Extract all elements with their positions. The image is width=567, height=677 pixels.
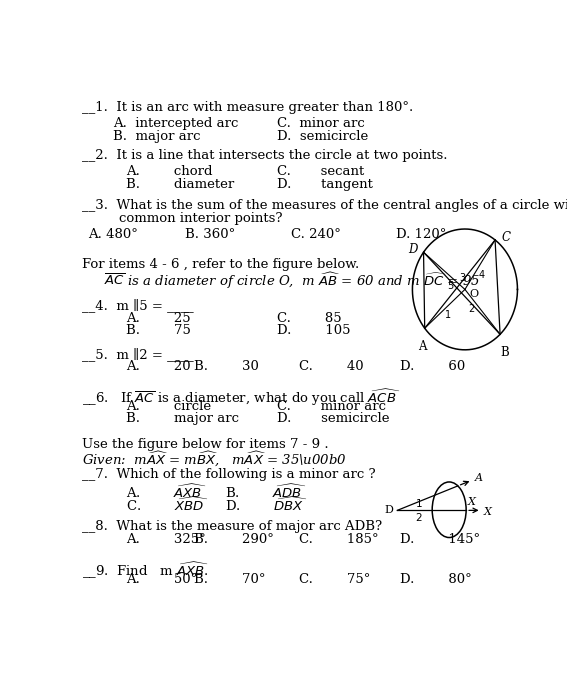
Text: A.        chord: A. chord <box>126 165 212 177</box>
Text: A: A <box>418 340 426 353</box>
Text: For items 4 - 6 , refer to the figure below.: For items 4 - 6 , refer to the figure be… <box>82 259 359 271</box>
Text: 4: 4 <box>479 269 485 280</box>
Text: D.        $\widehat{DBX}$: D. $\widehat{DBX}$ <box>225 497 307 515</box>
Text: B: B <box>500 346 509 359</box>
Text: C.        40: C. 40 <box>299 360 364 373</box>
Text: B.        major arc: B. major arc <box>126 412 239 425</box>
Text: 2: 2 <box>468 305 475 314</box>
Text: __5.  m ∥2 = ____: __5. m ∥2 = ____ <box>82 347 193 361</box>
Text: $\overline{AC}$ is a diameter of circle O,  m $\widehat{AB}$ = 60 and m $\wideha: $\overline{AC}$ is a diameter of circle … <box>104 271 480 290</box>
Text: D.  semicircle: D. semicircle <box>277 130 369 143</box>
Text: C.        185°: C. 185° <box>299 533 379 546</box>
Text: C. 240°: C. 240° <box>290 228 340 241</box>
Text: __1.  It is an arc with measure greater than 180°.: __1. It is an arc with measure greater t… <box>82 101 413 114</box>
Text: A.        325°: A. 325° <box>126 533 206 546</box>
Text: A.  intercepted arc: A. intercepted arc <box>113 116 238 130</box>
Text: D: D <box>408 243 418 256</box>
Text: C.       secant: C. secant <box>277 165 365 177</box>
Text: __3.  What is the sum of the measures of the central angles of a circle with no: __3. What is the sum of the measures of … <box>82 198 567 211</box>
Text: 3: 3 <box>459 273 466 283</box>
Text: B.        75: B. 75 <box>126 324 191 336</box>
Text: A.        $\widehat{AXB}$: A. $\widehat{AXB}$ <box>126 483 206 501</box>
Text: D.        60: D. 60 <box>400 360 466 373</box>
Text: B.        diameter: B. diameter <box>126 177 234 191</box>
Text: __7.  Which of the following is a minor arc ?: __7. Which of the following is a minor a… <box>82 468 375 481</box>
Text: D.        145°: D. 145° <box>400 533 481 546</box>
Text: 2: 2 <box>416 512 422 523</box>
Text: A.        20: A. 20 <box>126 360 191 373</box>
Text: A.        circle: A. circle <box>126 400 211 413</box>
Text: C.        75°: C. 75° <box>299 573 371 586</box>
Text: C.       minor arc: C. minor arc <box>277 400 386 413</box>
Text: D: D <box>385 505 393 515</box>
Text: __2.  It is a line that intersects the circle at two points.: __2. It is a line that intersects the ci… <box>82 149 447 162</box>
Text: C.  minor arc: C. minor arc <box>277 116 365 130</box>
Text: A: A <box>475 473 483 483</box>
Text: X: X <box>484 506 492 517</box>
Text: C.        $\widehat{XBD}$: C. $\widehat{XBD}$ <box>126 497 208 515</box>
Text: B.  major arc: B. major arc <box>113 130 200 143</box>
Text: A.        50°: A. 50° <box>126 573 197 586</box>
Text: C: C <box>502 231 511 244</box>
Text: __6.   If $\overline{AC}$ is a diameter, what do you call $\widehat{ACB}$: __6. If $\overline{AC}$ is a diameter, w… <box>82 388 401 408</box>
Text: D. 120°: D. 120° <box>396 228 446 241</box>
Text: D.        105: D. 105 <box>277 324 351 336</box>
Text: O: O <box>470 288 479 299</box>
Text: common interior points?: common interior points? <box>119 211 283 225</box>
Text: A.        25: A. 25 <box>126 311 191 325</box>
Text: 5: 5 <box>447 281 454 291</box>
Text: D.        80°: D. 80° <box>400 573 472 586</box>
Text: B. 360°: B. 360° <box>185 228 235 241</box>
Text: C.        85: C. 85 <box>277 311 342 325</box>
Text: B.        290°: B. 290° <box>194 533 274 546</box>
Text: D.       tangent: D. tangent <box>277 177 373 191</box>
Text: __8.  What is the measure of major arc ADB?: __8. What is the measure of major arc AD… <box>82 520 382 533</box>
Text: __4.  m ∥5 = ____: __4. m ∥5 = ____ <box>82 299 193 313</box>
Text: Given:  m$\widehat{AX}$ = m$\widehat{BX}$,   m$\widehat{AX}$ = 35\u00b0: Given: m$\widehat{AX}$ = m$\widehat{BX}$… <box>82 450 346 468</box>
Text: A. 480°: A. 480° <box>88 228 138 241</box>
Text: B.        70°: B. 70° <box>194 573 265 586</box>
Text: B.        30: B. 30 <box>194 360 259 373</box>
Text: X: X <box>467 497 475 506</box>
Text: __9.  Find   m $\widehat{AXB}$.: __9. Find m $\widehat{AXB}$. <box>82 561 209 581</box>
Text: 1: 1 <box>416 499 422 509</box>
Text: 1: 1 <box>445 309 451 320</box>
Text: D.       semicircle: D. semicircle <box>277 412 390 425</box>
Text: Use the figure below for items 7 - 9 .: Use the figure below for items 7 - 9 . <box>82 438 328 452</box>
Text: B.        $\widehat{ADB}$: B. $\widehat{ADB}$ <box>225 483 307 501</box>
